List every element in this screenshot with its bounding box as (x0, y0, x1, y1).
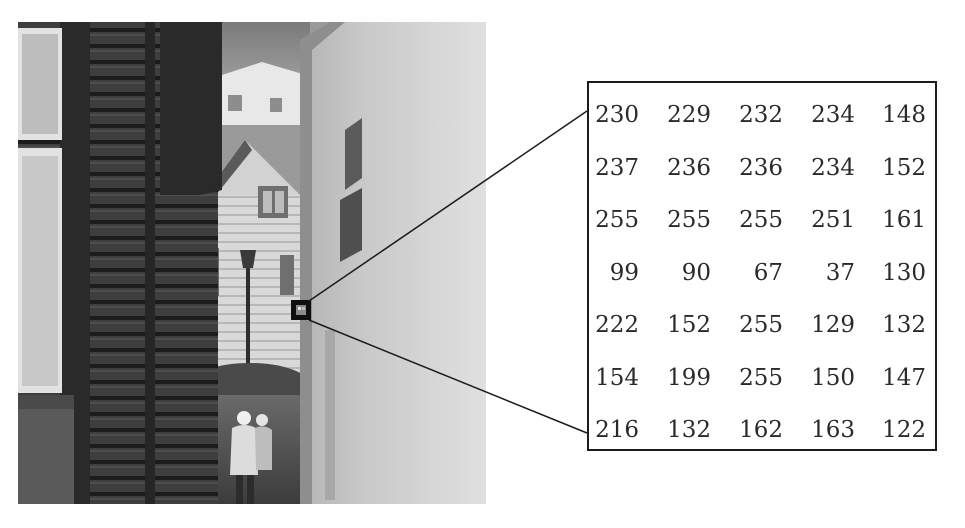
pixel-value: 150 (811, 364, 855, 391)
left-building-overhang (160, 22, 222, 195)
downpipe (145, 22, 155, 504)
pixel-value: 99 (609, 259, 639, 286)
pixel-value: 199 (667, 364, 711, 391)
pixel-value: 255 (739, 207, 783, 233)
pedestrian-leg (236, 475, 243, 504)
pixel-value: 163 (811, 417, 855, 443)
far-window (228, 95, 242, 111)
window-sill (18, 395, 74, 409)
pedestrian-head (256, 414, 268, 426)
pixel-value: 132 (882, 312, 926, 338)
left-window-pane (22, 156, 58, 386)
pixel-value: 255 (595, 207, 639, 233)
house-window (280, 255, 294, 295)
pixel-value: 232 (739, 102, 783, 128)
pixel-value: 122 (882, 417, 926, 443)
pixel-value: 255 (739, 364, 783, 391)
pixel-row: 222 152 255 129 132 (589, 310, 935, 340)
wall-bracket (340, 188, 362, 262)
pixel-value: 130 (882, 259, 926, 286)
pixel-value: 37 (825, 259, 855, 286)
pedestrian-body (230, 425, 258, 475)
wall-bracket (345, 118, 362, 190)
pixel-value: 255 (667, 207, 711, 233)
pixel-value: 229 (667, 102, 711, 128)
house-roof (205, 140, 300, 195)
pixel-value: 90 (681, 259, 711, 286)
far-house-upper (222, 62, 306, 125)
pixel-value: 67 (753, 259, 783, 286)
window-pane (275, 191, 284, 213)
pixel-value: 251 (811, 207, 855, 233)
pixel-patch-highlight (298, 307, 301, 310)
pixel-value: 236 (739, 154, 783, 181)
pixel-value: 132 (667, 417, 711, 443)
right-wall-pipe (325, 330, 335, 500)
pixel-value: 162 (739, 417, 783, 443)
pixel-value: 129 (811, 312, 855, 338)
pixel-value: 234 (811, 102, 855, 128)
pixel-value-grid: 230 229 232 234 148 237 236 236 234 152 255 255 255 2… (587, 81, 937, 451)
pixel-row: 255 255 255 251 161 (589, 205, 935, 235)
pedestrian-body (255, 426, 272, 470)
pixel-value: 216 (595, 417, 639, 443)
pixel-value: 148 (882, 102, 926, 128)
pixel-row: 216 132 162 163 122 (589, 415, 935, 445)
window-pane (263, 191, 272, 213)
far-window (270, 98, 282, 112)
pixel-row: 230 229 232 234 148 (589, 100, 935, 130)
pixel-value: 161 (882, 207, 926, 233)
pixel-value: 236 (667, 154, 711, 181)
zoom-line-bottom (308, 319, 588, 434)
lamp-head (240, 250, 256, 268)
pixel-row: 154 199 255 150 147 (589, 363, 935, 393)
pixel-value: 255 (739, 312, 783, 338)
right-building-edge (300, 22, 345, 504)
pixel-row: 99 90 67 37 130 (589, 258, 935, 288)
pixel-value: 230 (595, 102, 639, 128)
pedestrian-head (237, 411, 251, 425)
pixel-value: 234 (811, 154, 855, 181)
zoom-line-top (308, 110, 588, 302)
pixel-patch-highlight (302, 307, 305, 310)
pixel-value: 222 (595, 312, 639, 338)
pixel-value: 152 (882, 154, 926, 181)
pixel-value: 147 (882, 364, 926, 391)
pixel-value: 237 (595, 154, 639, 181)
left-building-base (18, 409, 74, 504)
photo-content (18, 22, 486, 504)
pixel-value: 152 (667, 312, 711, 338)
pixel-row: 237 236 236 234 152 (589, 153, 935, 183)
left-window-pane (22, 34, 58, 134)
lamp-post (246, 265, 250, 375)
pixel-value: 154 (595, 364, 639, 391)
pedestrian-leg (247, 475, 254, 504)
